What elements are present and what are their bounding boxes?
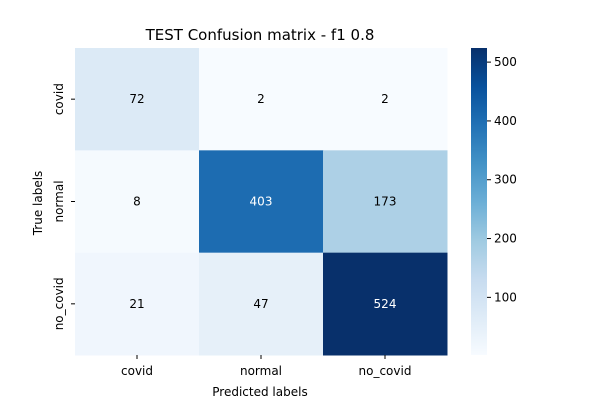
- y-tick-label: covid: [52, 83, 66, 115]
- x-axis-ticks: covid normal no_covid: [121, 355, 411, 378]
- y-tick-label: normal: [52, 180, 66, 222]
- cell-value-label: 72: [129, 92, 144, 106]
- cell-value-label: 21: [129, 297, 144, 311]
- colorbar-tick-label: 300: [494, 173, 517, 187]
- y-axis-label: True labels: [31, 171, 45, 237]
- heatmap-cell: [75, 48, 200, 151]
- x-axis-label: Predicted labels: [212, 385, 307, 399]
- heatmap-cell: [75, 252, 200, 356]
- heatmap-cell: [199, 252, 324, 356]
- heatmap-cell: [199, 150, 324, 254]
- heatmap-cell: [323, 150, 448, 254]
- y-tick-label: no_covid: [52, 277, 66, 330]
- x-tick-label: no_covid: [359, 364, 412, 378]
- cell-value-label: 173: [374, 195, 397, 209]
- heatmap-cell: [323, 48, 448, 151]
- heatmap-cells: 72 2 2 8 403 173 21 47 524: [75, 48, 448, 356]
- x-tick-label: covid: [121, 364, 153, 378]
- colorbar-tick-label: 200: [494, 232, 517, 246]
- cell-value-label: 47: [253, 297, 268, 311]
- colorbar-ticks: 100 200 300 400 500: [487, 55, 517, 304]
- colorbar-tick-label: 400: [494, 114, 517, 128]
- heatmap-cell: [323, 252, 448, 356]
- cell-value-label: 524: [374, 297, 397, 311]
- cell-value-label: 8: [133, 195, 141, 209]
- y-axis-ticks: covid normal no_covid: [52, 83, 75, 330]
- colorbar: [471, 48, 487, 355]
- cell-value-label: 2: [257, 92, 265, 106]
- colorbar-tick-label: 500: [494, 55, 517, 69]
- cell-value-label: 403: [250, 195, 273, 209]
- heatmap-cell: [75, 150, 200, 254]
- colorbar-tick-label: 100: [494, 290, 517, 304]
- chart-title: TEST Confusion matrix - f1 0.8: [145, 26, 375, 44]
- heatmap-cell: [199, 48, 324, 151]
- cell-value-label: 2: [381, 92, 389, 106]
- x-tick-label: normal: [240, 364, 282, 378]
